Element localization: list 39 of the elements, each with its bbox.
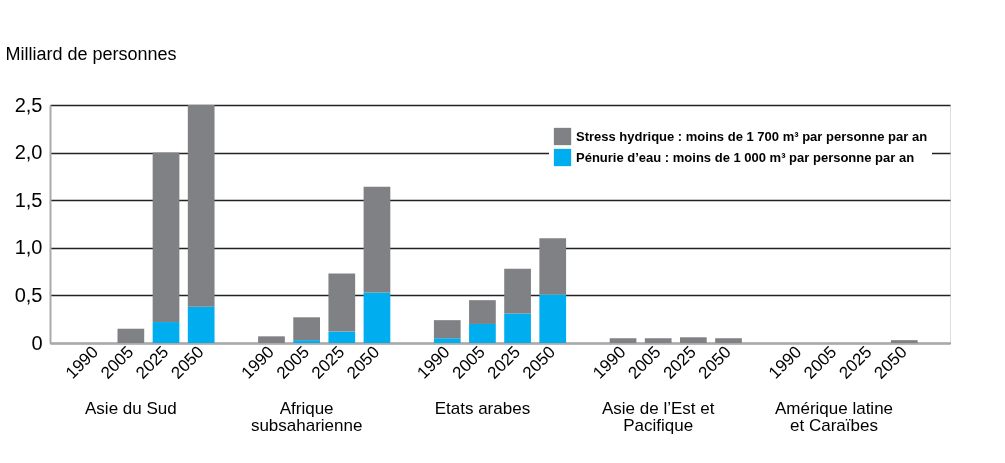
bar <box>715 338 742 343</box>
bar <box>504 313 531 343</box>
bar <box>258 336 285 343</box>
bar <box>152 322 180 343</box>
bar <box>539 294 567 343</box>
y-tick-label: 0,5 <box>14 283 43 306</box>
bar <box>152 152 180 323</box>
bar <box>609 338 637 343</box>
bar <box>680 337 707 343</box>
text: Asie du Sud <box>85 399 177 418</box>
bar <box>187 306 215 343</box>
bar <box>469 323 496 343</box>
bar <box>328 331 356 343</box>
bar <box>890 340 918 343</box>
bar <box>117 328 145 343</box>
bar <box>433 320 461 339</box>
text: Amérique latine et Caraïbes <box>774 399 894 435</box>
legend-label: Stress hydrique : moins de 1 700 m³ par personne par an <box>576 128 928 144</box>
legend-label: Pénurie d’eau : moins de 1 000 m³ par personne par an <box>576 149 915 165</box>
bar <box>363 186 391 293</box>
y-tick-label: 0 <box>31 331 43 354</box>
bar <box>539 238 567 295</box>
y-tick-label: 1,0 <box>14 236 43 259</box>
bar <box>504 268 531 314</box>
y-axis-title: Milliard de personnes <box>5 43 177 64</box>
y-tick-label: 2,0 <box>14 141 43 164</box>
bar <box>293 317 320 341</box>
y-tick-label: 2,5 <box>14 93 43 116</box>
text: Asie de l’Est et Pacifique <box>601 399 715 435</box>
text: Etats arabes <box>434 399 531 418</box>
bar <box>363 292 391 343</box>
bar <box>433 338 461 343</box>
bar <box>644 338 672 343</box>
bar <box>328 273 356 332</box>
bar <box>187 105 215 307</box>
bar <box>469 300 496 324</box>
bar <box>293 340 320 343</box>
y-tick-label: 1,5 <box>14 188 43 211</box>
text: Afrique subsaharienne <box>250 399 363 435</box>
